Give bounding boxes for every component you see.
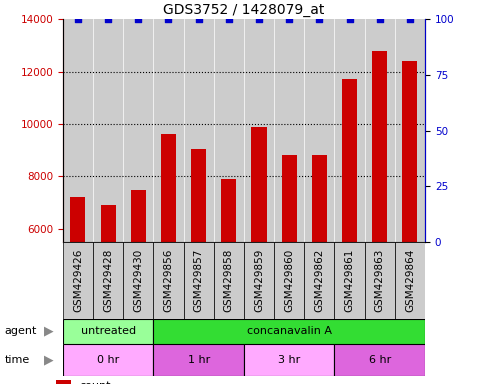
Text: GSM429859: GSM429859: [254, 248, 264, 312]
Bar: [402, 61, 417, 384]
Bar: [71, 197, 85, 384]
Bar: [154, 19, 184, 242]
Bar: [63, 19, 93, 242]
Text: GSM429857: GSM429857: [194, 248, 204, 312]
Bar: [93, 242, 123, 319]
Text: 6 hr: 6 hr: [369, 355, 391, 365]
Point: [225, 16, 233, 22]
Bar: [100, 205, 115, 384]
Point: [134, 16, 142, 22]
Bar: [154, 319, 425, 344]
Text: GSM429863: GSM429863: [375, 248, 385, 312]
Bar: [365, 19, 395, 242]
Text: 0 hr: 0 hr: [97, 355, 119, 365]
Bar: [123, 242, 154, 319]
Point: [406, 16, 414, 22]
Text: GSM429430: GSM429430: [133, 249, 143, 312]
Bar: [334, 242, 365, 319]
Bar: [213, 242, 244, 319]
Bar: [244, 19, 274, 242]
Bar: [184, 19, 213, 242]
Bar: [334, 344, 425, 376]
Text: GSM429864: GSM429864: [405, 248, 415, 312]
Bar: [244, 242, 274, 319]
Bar: [56, 380, 71, 384]
Point: [255, 16, 263, 22]
Point: [285, 16, 293, 22]
Text: 1 hr: 1 hr: [187, 355, 210, 365]
Bar: [93, 19, 123, 242]
Text: 3 hr: 3 hr: [278, 355, 300, 365]
Bar: [365, 242, 395, 319]
Bar: [63, 242, 93, 319]
Bar: [213, 19, 244, 242]
Bar: [312, 156, 327, 384]
Bar: [274, 242, 304, 319]
Text: GSM429861: GSM429861: [344, 248, 355, 312]
Bar: [63, 344, 154, 376]
Text: concanavalin A: concanavalin A: [247, 326, 332, 336]
Text: count: count: [79, 381, 111, 384]
Title: GDS3752 / 1428079_at: GDS3752 / 1428079_at: [163, 3, 325, 17]
Bar: [244, 344, 334, 376]
Bar: [304, 242, 334, 319]
Text: ▶: ▶: [43, 325, 53, 338]
Text: GSM429856: GSM429856: [163, 248, 173, 312]
Bar: [184, 242, 213, 319]
Text: untreated: untreated: [81, 326, 136, 336]
Bar: [63, 319, 154, 344]
Bar: [161, 134, 176, 384]
Text: GSM429862: GSM429862: [314, 248, 325, 312]
Text: GSM429858: GSM429858: [224, 248, 234, 312]
Bar: [123, 19, 154, 242]
Point: [195, 16, 202, 22]
Bar: [334, 19, 365, 242]
Bar: [395, 19, 425, 242]
Bar: [131, 190, 146, 384]
Bar: [191, 149, 206, 384]
Point: [376, 16, 384, 22]
Text: time: time: [5, 355, 30, 365]
Bar: [274, 19, 304, 242]
Point: [315, 16, 323, 22]
Point: [165, 16, 172, 22]
Text: GSM429860: GSM429860: [284, 249, 294, 312]
Bar: [221, 179, 236, 384]
Text: agent: agent: [5, 326, 37, 336]
Bar: [252, 127, 267, 384]
Bar: [395, 242, 425, 319]
Text: ▶: ▶: [43, 354, 53, 366]
Point: [346, 16, 354, 22]
Point: [74, 16, 82, 22]
Bar: [342, 79, 357, 384]
Bar: [304, 19, 334, 242]
Bar: [372, 51, 387, 384]
Text: GSM429428: GSM429428: [103, 248, 113, 312]
Point: [104, 16, 112, 22]
Text: GSM429426: GSM429426: [73, 248, 83, 312]
Bar: [154, 344, 244, 376]
Bar: [282, 156, 297, 384]
Bar: [154, 242, 184, 319]
